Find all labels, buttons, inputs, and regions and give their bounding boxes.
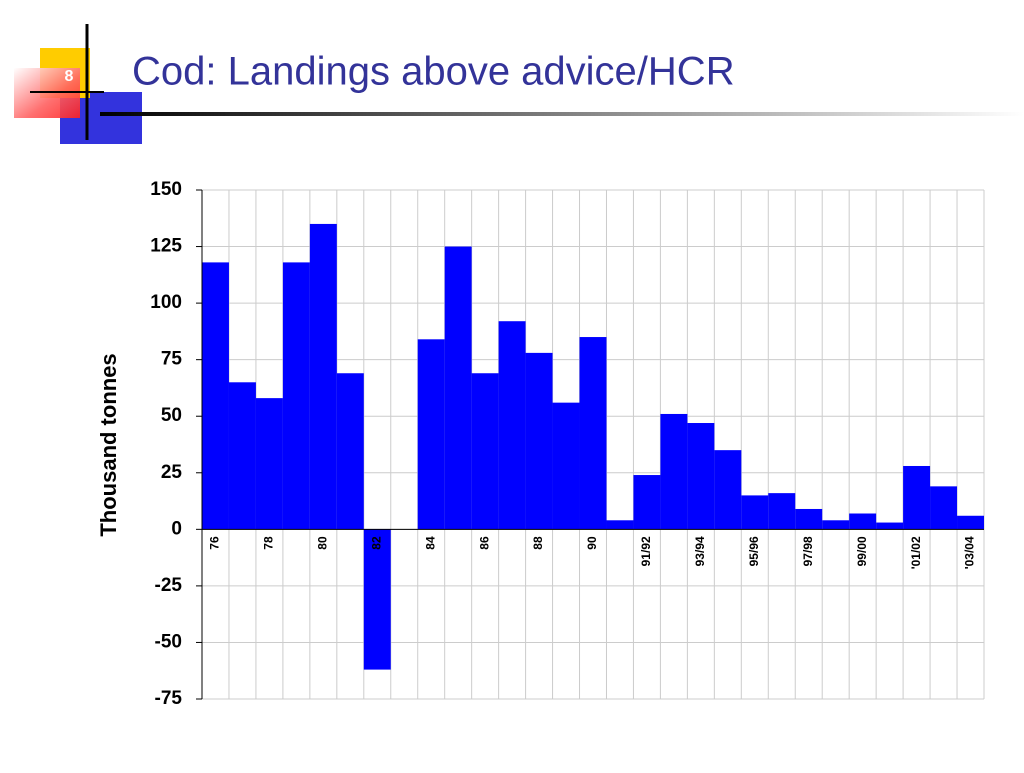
bar xyxy=(417,339,445,530)
y-tick-label: 25 xyxy=(161,462,183,483)
bar xyxy=(633,475,661,530)
x-tick-label: 84 xyxy=(423,536,437,550)
bar xyxy=(552,402,580,530)
x-tick-label: 95/96 xyxy=(747,536,761,566)
bar xyxy=(228,382,256,530)
x-tick-label: 88 xyxy=(531,536,545,550)
y-tick-label: 75 xyxy=(161,349,183,370)
bar xyxy=(444,246,472,530)
bar xyxy=(336,373,364,530)
slide-number: 8 xyxy=(65,68,74,85)
bar xyxy=(606,520,634,530)
y-tick-label: 50 xyxy=(161,405,182,426)
title-underline xyxy=(100,112,1024,116)
bar xyxy=(202,262,229,530)
bar xyxy=(282,262,310,530)
y-tick-label: -50 xyxy=(155,631,182,652)
x-tick-label: 76 xyxy=(208,536,222,550)
bar xyxy=(741,495,769,530)
bar xyxy=(498,321,526,530)
bar xyxy=(471,373,499,530)
y-tick-label: 0 xyxy=(171,518,182,539)
bar xyxy=(687,423,715,530)
bar xyxy=(579,337,607,530)
bar xyxy=(660,413,688,530)
x-tick-label: 90 xyxy=(585,536,599,550)
bar xyxy=(714,450,742,530)
x-tick-label: 91/92 xyxy=(639,536,653,566)
y-tick-label: 150 xyxy=(150,179,182,200)
x-tick-label: 82 xyxy=(369,536,383,550)
x-tick-label: 99/00 xyxy=(855,536,869,566)
bar xyxy=(822,520,850,530)
bar xyxy=(849,513,877,530)
y-tick-label: 100 xyxy=(150,292,182,313)
x-tick-label: '01/02 xyxy=(909,536,923,569)
x-tick-label: 78 xyxy=(262,536,276,550)
bar xyxy=(255,398,283,530)
y-tick-label: 125 xyxy=(150,236,182,257)
x-tick-label: 93/94 xyxy=(693,536,707,566)
slide-title: Cod: Landings above advice/HCR xyxy=(132,50,735,94)
bar xyxy=(903,465,931,530)
y-tick-label: -75 xyxy=(155,688,183,709)
bar xyxy=(363,529,391,670)
y-axis-label: Thousand tonnes xyxy=(96,353,121,536)
y-tick-label: -25 xyxy=(155,575,183,596)
x-tick-label: '03/04 xyxy=(963,536,977,569)
bar xyxy=(768,493,796,530)
bar xyxy=(309,223,337,530)
x-tick-label: 97/98 xyxy=(801,536,815,566)
bar xyxy=(930,486,958,530)
bar xyxy=(525,352,553,530)
bar xyxy=(957,515,984,530)
x-tick-label: 80 xyxy=(316,536,330,550)
bar xyxy=(795,508,823,530)
bar xyxy=(876,522,904,530)
x-tick-label: 86 xyxy=(477,536,491,550)
